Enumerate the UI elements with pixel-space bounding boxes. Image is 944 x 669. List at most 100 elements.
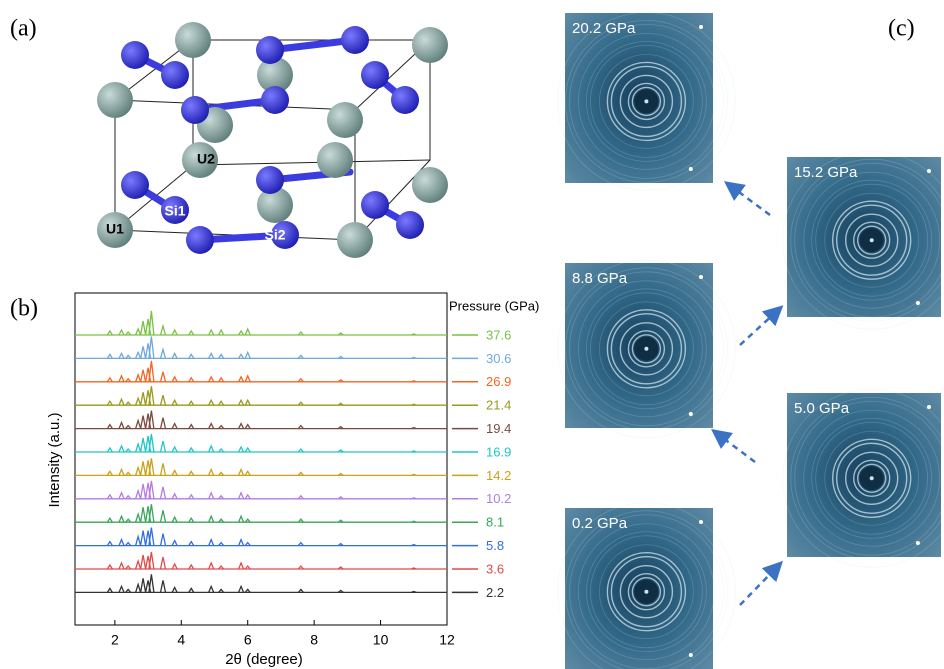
si-atom (161, 61, 189, 89)
si-atom (396, 211, 424, 239)
x-tick-label: 10 (373, 632, 389, 648)
spot (689, 412, 693, 416)
si-atom (121, 41, 149, 69)
peak (172, 587, 177, 592)
peak (172, 494, 177, 499)
x-tick-label: 12 (439, 632, 455, 648)
legend-label: 19.4 (486, 421, 511, 436)
peak (161, 510, 166, 522)
peak (172, 400, 177, 405)
si-atom (341, 26, 369, 54)
atom-label: U2 (197, 151, 215, 167)
si-atom (181, 96, 209, 124)
peak (161, 557, 166, 569)
peak (161, 418, 166, 429)
legend-label: 37.6 (486, 327, 511, 342)
peak (161, 395, 166, 405)
peak (239, 516, 244, 522)
peak (136, 398, 141, 405)
peak (119, 469, 124, 475)
peak (141, 578, 146, 592)
image-label: 0.2 GPa (572, 515, 628, 532)
panel-label: (a) (10, 16, 37, 42)
peak (141, 461, 146, 475)
atom-label: Si2 (264, 227, 285, 243)
peak (136, 352, 141, 358)
peak (149, 528, 154, 546)
image-label: 5.0 GPa (794, 400, 850, 417)
peak (141, 438, 146, 452)
peak (239, 540, 244, 546)
spot (916, 541, 920, 545)
atom-label: Si1 (164, 203, 185, 219)
peak (149, 386, 154, 405)
peak (172, 424, 177, 429)
peak (149, 458, 154, 475)
peak (245, 400, 250, 405)
peak (161, 463, 166, 475)
peak (161, 580, 166, 592)
beam-center (644, 99, 648, 103)
peak (141, 507, 146, 522)
si-atom (256, 166, 284, 194)
legend-label: 26.9 (486, 374, 511, 389)
peak (161, 441, 166, 452)
peak (239, 400, 244, 405)
spot (916, 301, 920, 305)
beam-center (644, 347, 648, 351)
peak (172, 564, 177, 569)
arrow (719, 435, 755, 462)
peak (172, 517, 177, 522)
peak (172, 470, 177, 475)
spot (699, 25, 703, 29)
peak (172, 330, 177, 335)
beam-center (870, 238, 874, 242)
peak (141, 392, 146, 405)
u-atom (337, 222, 373, 258)
peak (161, 487, 166, 499)
peak (119, 399, 124, 405)
peak (239, 377, 244, 382)
arrow (740, 312, 776, 345)
peak (119, 493, 124, 499)
peak (136, 444, 141, 452)
x-tick-label: 6 (244, 632, 252, 648)
spot (689, 653, 693, 657)
peak (209, 469, 214, 475)
peak (209, 516, 214, 522)
x-tick-label: 8 (310, 632, 318, 648)
spot (699, 275, 703, 279)
peak (136, 421, 141, 429)
legend-title: Pressure (GPa) (449, 298, 539, 313)
u-atom (412, 167, 448, 203)
legend-label: 3.6 (486, 561, 504, 576)
u-atom (412, 27, 448, 63)
peak (136, 375, 141, 382)
y-axis-title: Intensity (a.u.) (46, 412, 63, 507)
peak (136, 467, 141, 475)
legend-label: 30.6 (486, 351, 511, 366)
diffraction-image: 0.2 GPa (557, 503, 735, 669)
peak (209, 493, 214, 499)
plot-frame (75, 293, 447, 625)
u-atom (327, 102, 363, 138)
beam-center (644, 590, 648, 594)
peak (161, 326, 166, 335)
legend-label: 21.4 (486, 398, 511, 413)
peak (161, 349, 166, 358)
peak (239, 586, 244, 592)
peak (119, 540, 124, 546)
beam-center (870, 476, 874, 480)
image-label: 8.8 GPa (572, 270, 628, 287)
peak (141, 555, 146, 569)
spot (927, 405, 931, 409)
peak (209, 540, 214, 546)
peak (209, 446, 214, 452)
peak (141, 370, 146, 382)
peak (161, 534, 166, 546)
u-atom (175, 22, 211, 58)
peak (119, 330, 124, 335)
panel-label: (b) (10, 296, 38, 322)
peak (136, 561, 141, 569)
spot (699, 520, 703, 524)
